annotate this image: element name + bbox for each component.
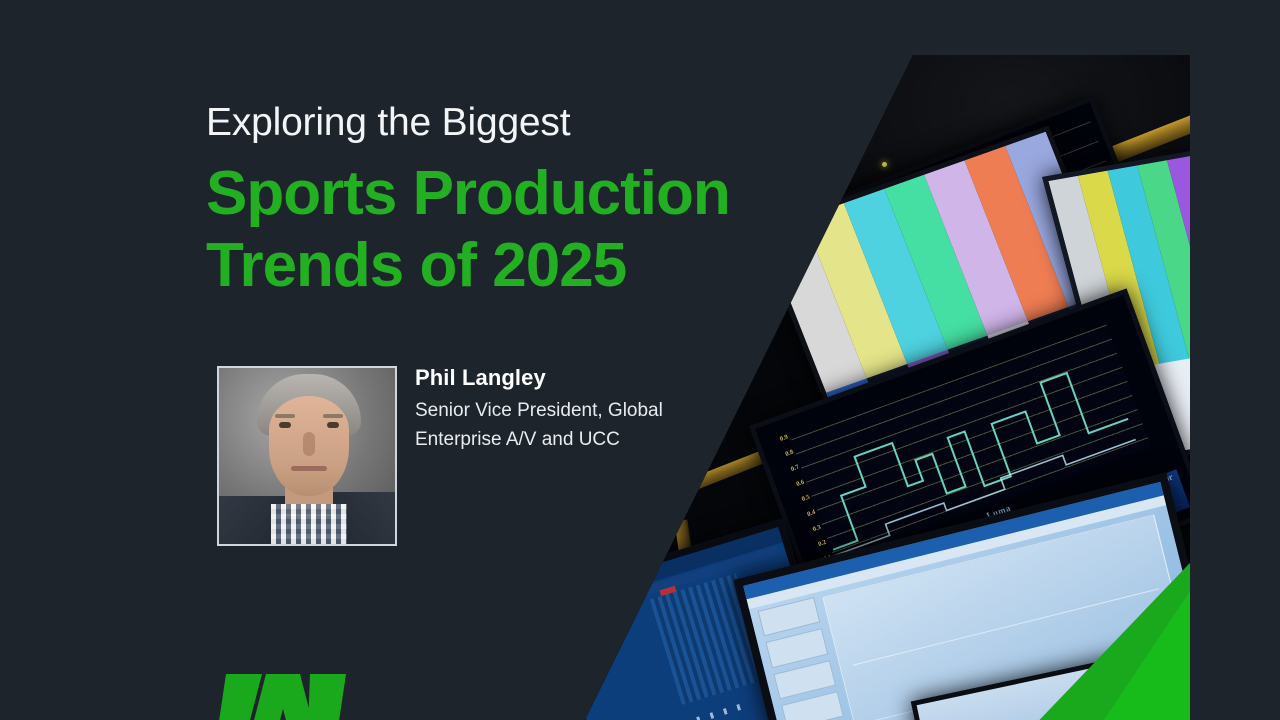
light-glint bbox=[882, 162, 887, 167]
luma-waveform-trace bbox=[832, 371, 1136, 557]
axis-tick: 0.7 bbox=[789, 463, 800, 473]
axis-tick: 0.8 bbox=[784, 448, 795, 458]
axis-tick: 0.3 bbox=[811, 523, 822, 533]
axis-tick: 0.5 bbox=[800, 493, 811, 503]
speaker-role: Senior Vice President, Global Enterprise… bbox=[415, 400, 663, 450]
slide-headline: Sports Production Trends of 2025 bbox=[206, 159, 731, 300]
control-room-photo: 800 700 600 500 400 300 200 100 -100 -20… bbox=[584, 55, 1190, 720]
axis-tick: 0.6 bbox=[795, 478, 806, 488]
control-room-image-panel: 800 700 600 500 400 300 200 100 -100 -20… bbox=[584, 55, 1190, 720]
waveform-scope-monitor: 0.9 0.8 0.7 0.6 0.5 0.4 0.3 0.2 0.1 -0.1… bbox=[748, 288, 1190, 654]
axis-tick: 0.4 bbox=[806, 508, 817, 518]
axis-tick: 0.9 bbox=[778, 433, 789, 443]
w-logo-icon bbox=[219, 674, 346, 720]
axis-tick: 0.2 bbox=[817, 538, 828, 548]
slide-eyebrow: Exploring the Biggest bbox=[206, 101, 571, 144]
speaker-name: Phil Langley bbox=[415, 365, 546, 390]
speaker-avatar bbox=[217, 366, 397, 546]
